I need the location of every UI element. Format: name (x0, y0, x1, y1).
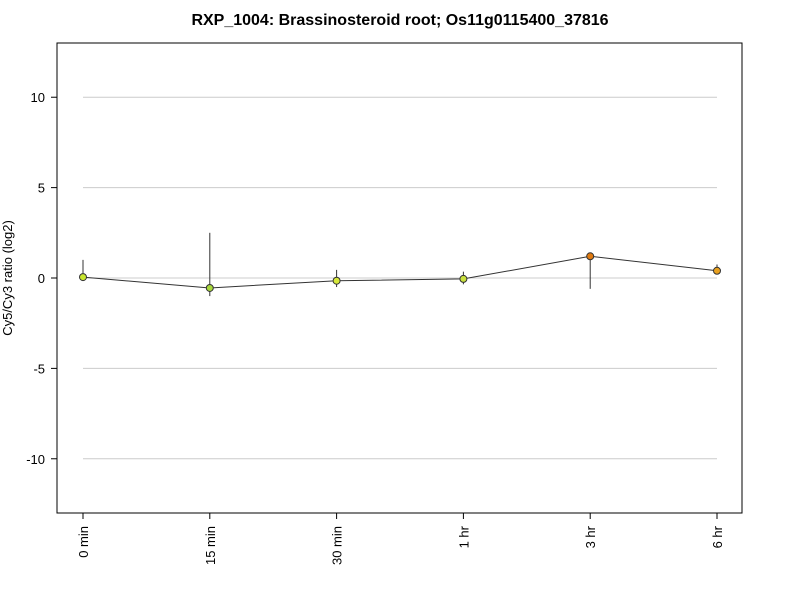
x-tick-label: 1 hr (456, 525, 471, 548)
data-point (205, 283, 214, 292)
x-tick-label: 0 min (76, 526, 91, 558)
data-point (586, 252, 595, 261)
data-point (79, 273, 87, 282)
x-axis: 0 min 15 min 30 min 1 hr 3 hr 6 hr (76, 513, 725, 565)
chart-title: RXP_1004: Brassinosteroid root; Os11g011… (191, 12, 609, 29)
y-tick-label: -5 (33, 361, 45, 376)
y-axis-label: Cy5/Cy3 ratio (log2) (0, 220, 15, 336)
data-point (332, 276, 341, 285)
x-tick-label: 30 min (330, 526, 345, 565)
series-line (82, 255, 718, 289)
y-axis: -10 -5 0 5 10 (26, 90, 57, 467)
y-tick-label: 0 (38, 271, 45, 286)
data-point (713, 266, 721, 275)
y-tick-label: 10 (31, 90, 45, 105)
x-tick-label: 6 hr (710, 525, 725, 548)
series (79, 232, 721, 297)
y-tick-label: -10 (26, 452, 45, 467)
data-point (459, 274, 468, 283)
grid (83, 96, 717, 460)
x-tick-label: 3 hr (583, 525, 598, 548)
x-tick-label: 15 min (203, 526, 218, 565)
y-tick-label: 5 (38, 181, 45, 196)
